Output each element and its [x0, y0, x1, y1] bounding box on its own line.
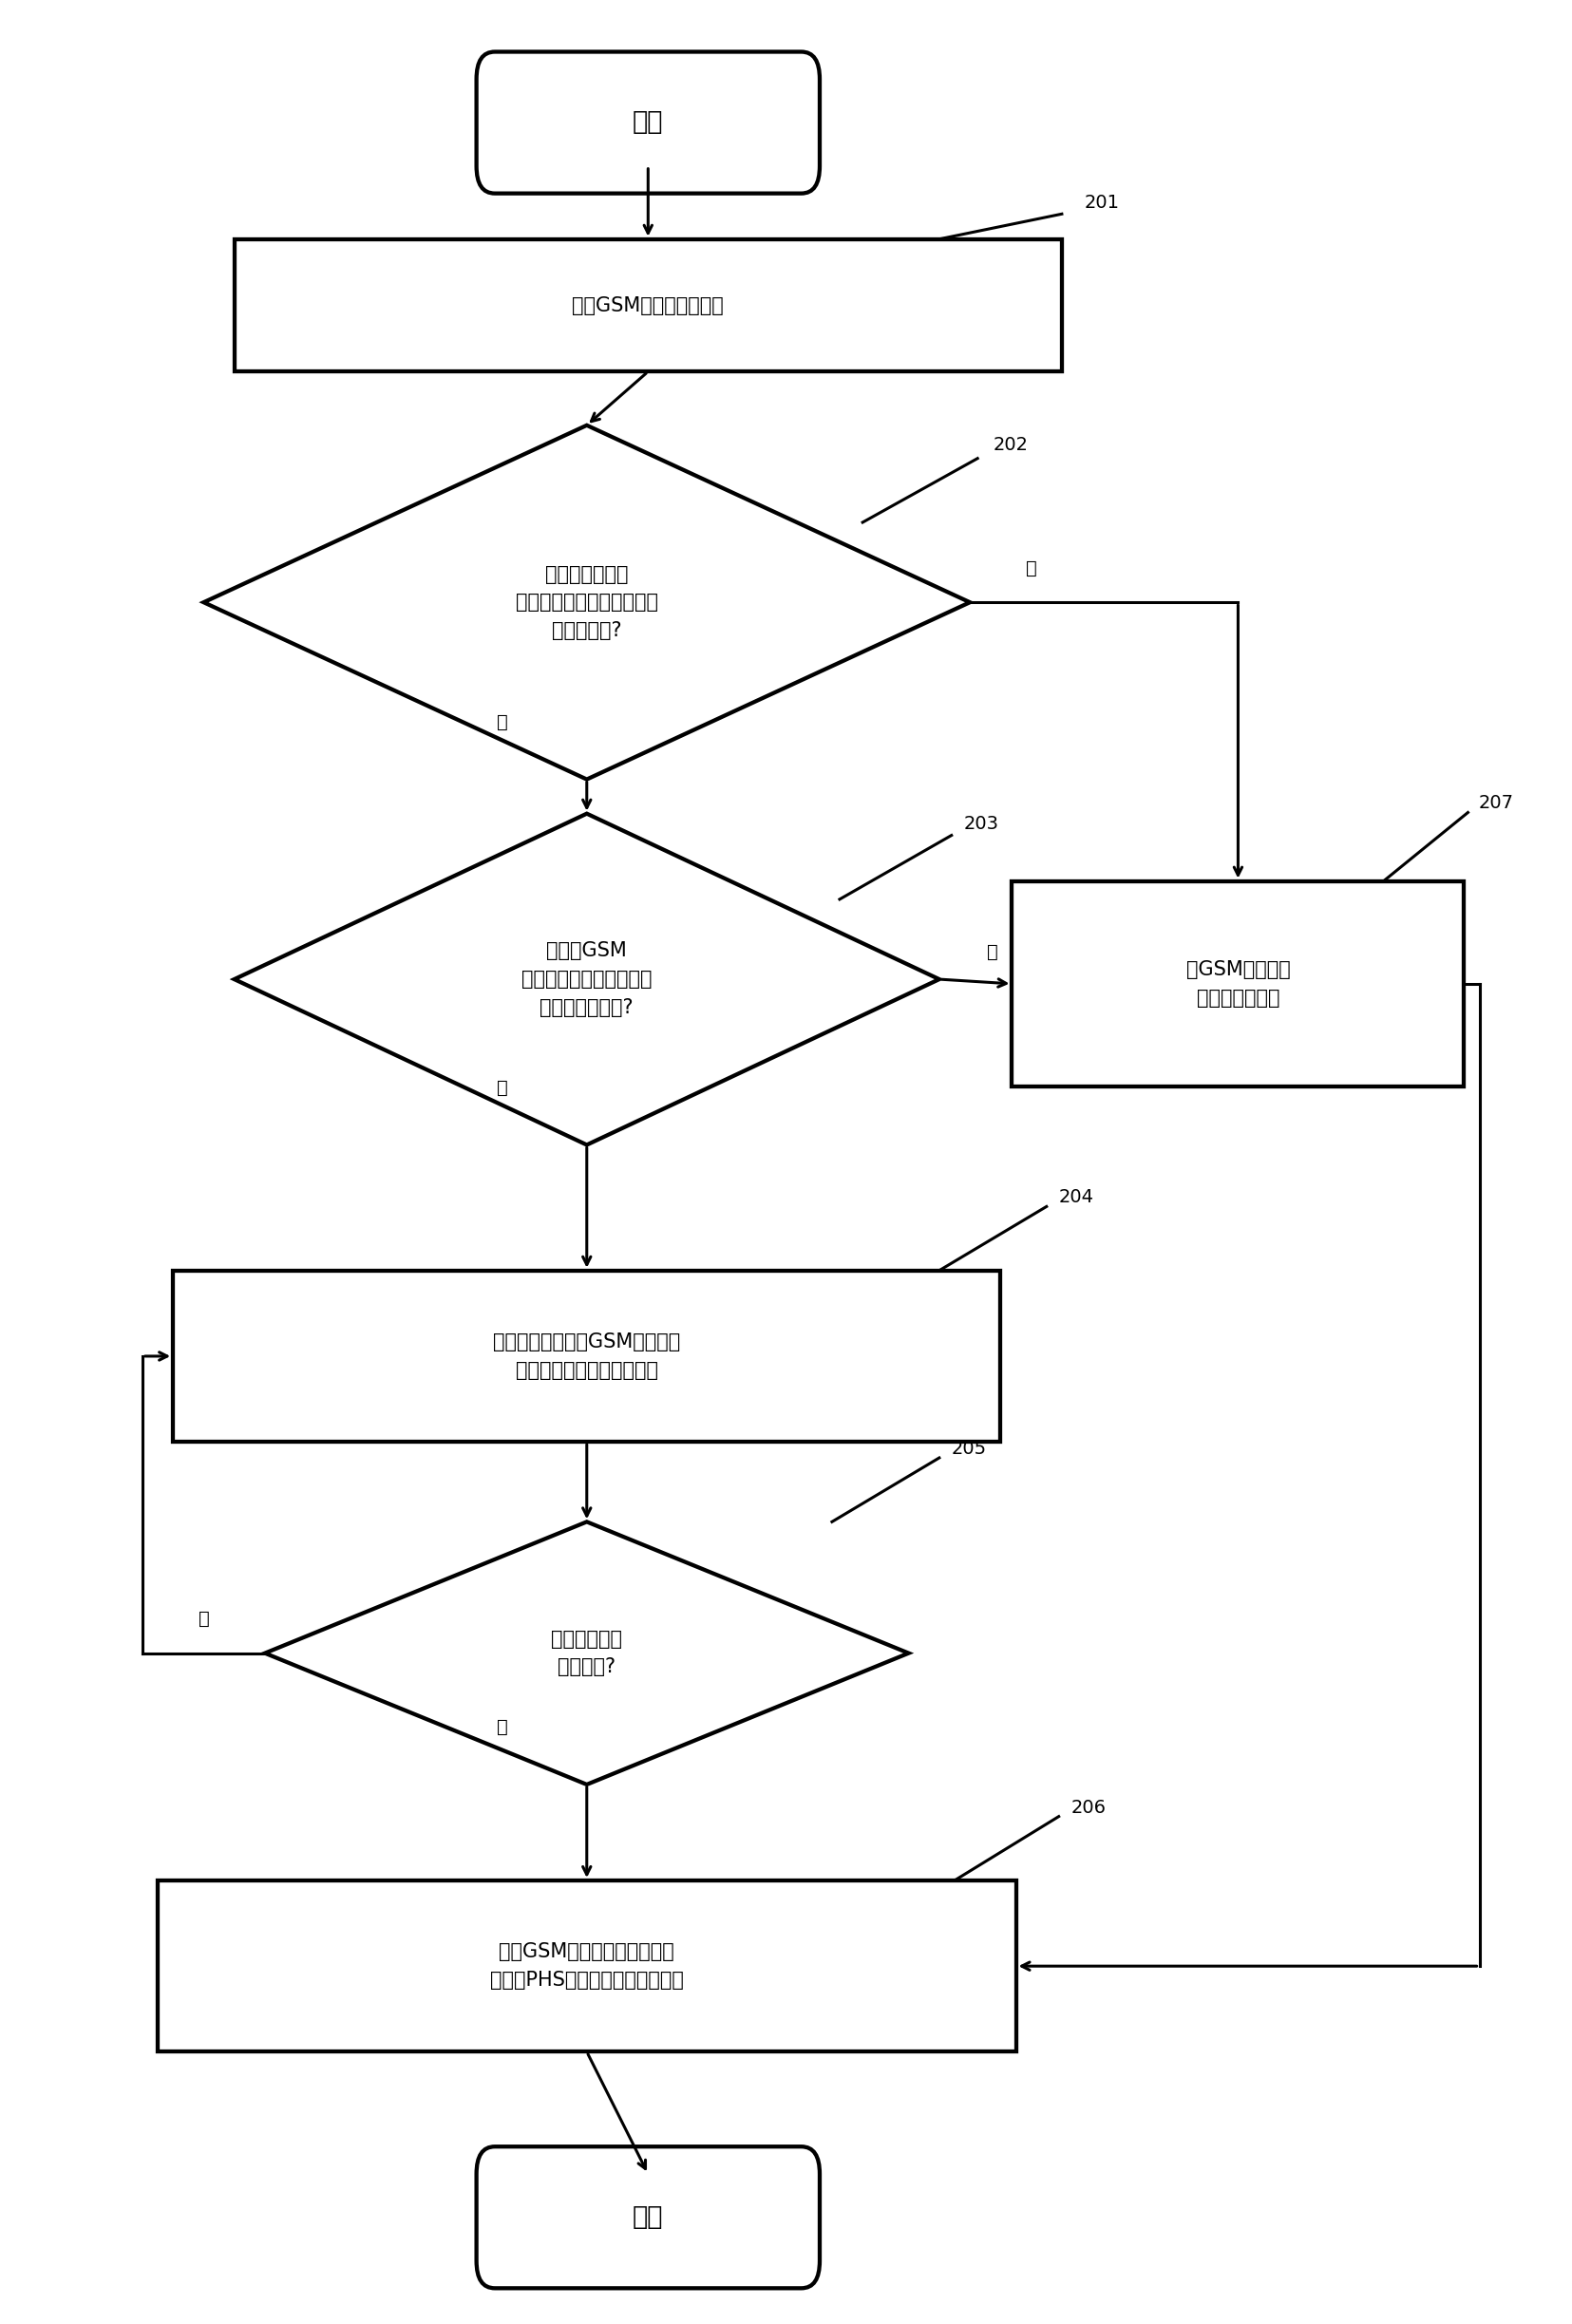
Text: 结束: 结束 — [632, 2205, 663, 2229]
Text: 收到GSM通信系统的来电: 收到GSM通信系统的来电 — [572, 295, 725, 314]
Text: 是: 是 — [497, 1078, 508, 1097]
Polygon shape — [266, 1522, 909, 1785]
Text: 204: 204 — [1060, 1188, 1094, 1206]
Text: 202: 202 — [994, 435, 1028, 453]
Text: 判断该GSM
通信系统的来电号码是否
为所设定的号码?: 判断该GSM 通信系统的来电号码是否 为所设定的号码? — [522, 941, 652, 1018]
Text: 是: 是 — [497, 713, 508, 732]
Text: 201: 201 — [1085, 193, 1119, 211]
Bar — [173, 1271, 1000, 1441]
Text: 否: 否 — [198, 1611, 209, 1627]
Text: 207: 207 — [1479, 795, 1514, 813]
Polygon shape — [204, 425, 970, 779]
Polygon shape — [234, 813, 938, 1146]
Text: 205: 205 — [951, 1439, 987, 1457]
Text: 判断置忙命令
是否成功?: 判断置忙命令 是否成功? — [552, 1629, 623, 1676]
Bar — [1012, 881, 1464, 1088]
Bar — [157, 1880, 1016, 2052]
Text: 否: 否 — [987, 944, 998, 960]
Text: 203: 203 — [964, 816, 998, 832]
Text: 软件侦测并判断
是否有启用特殊转接来电的
设置选择项?: 软件侦测并判断 是否有启用特殊转接来电的 设置选择项? — [516, 565, 659, 639]
Text: 206: 206 — [1071, 1799, 1107, 1817]
Text: 否: 否 — [1025, 560, 1038, 576]
Text: 按GSM通信系统
的来电正常接听: 按GSM通信系统 的来电正常接听 — [1185, 960, 1291, 1006]
FancyBboxPatch shape — [476, 51, 819, 193]
Bar — [234, 239, 1061, 372]
Text: 是: 是 — [497, 1717, 508, 1736]
Text: 完成GSM通信系统的来电自动
转接至PHS低功率通信系统的操作: 完成GSM通信系统的来电自动 转接至PHS低功率通信系统的操作 — [490, 1943, 684, 1989]
FancyBboxPatch shape — [476, 2147, 819, 2289]
Text: 开始: 开始 — [632, 109, 663, 135]
Text: 发送一置忙命令给GSM通信系统
的来电网路，令其无法接通: 发送一置忙命令给GSM通信系统 的来电网路，令其无法接通 — [494, 1332, 681, 1380]
